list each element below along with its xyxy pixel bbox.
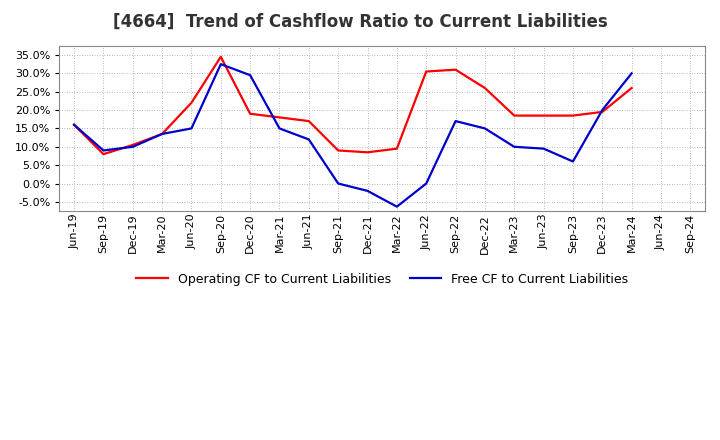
Line: Operating CF to Current Liabilities: Operating CF to Current Liabilities [74, 57, 631, 154]
Operating CF to Current Liabilities [539, 113, 548, 118]
Operating CF to Current Liabilities [305, 118, 313, 124]
Free CF to Current Liabilities [392, 204, 401, 209]
Free CF to Current Liabilities [627, 71, 636, 76]
Operating CF to Current Liabilities [246, 111, 254, 117]
Free CF to Current Liabilities [70, 122, 78, 128]
Operating CF to Current Liabilities [510, 113, 518, 118]
Free CF to Current Liabilities [334, 181, 343, 186]
Free CF to Current Liabilities [217, 62, 225, 67]
Operating CF to Current Liabilities [627, 85, 636, 91]
Free CF to Current Liabilities [99, 148, 108, 153]
Operating CF to Current Liabilities [422, 69, 431, 74]
Operating CF to Current Liabilities [334, 148, 343, 153]
Operating CF to Current Liabilities [598, 109, 607, 114]
Operating CF to Current Liabilities [187, 100, 196, 105]
Free CF to Current Liabilities [158, 131, 166, 136]
Free CF to Current Liabilities [128, 144, 137, 150]
Free CF to Current Liabilities [246, 73, 254, 78]
Operating CF to Current Liabilities [480, 85, 489, 91]
Free CF to Current Liabilities [187, 126, 196, 131]
Line: Free CF to Current Liabilities: Free CF to Current Liabilities [74, 64, 631, 207]
Operating CF to Current Liabilities [99, 151, 108, 157]
Free CF to Current Liabilities [275, 126, 284, 131]
Free CF to Current Liabilities [539, 146, 548, 151]
Free CF to Current Liabilities [305, 137, 313, 142]
Free CF to Current Liabilities [569, 159, 577, 164]
Operating CF to Current Liabilities [128, 142, 137, 147]
Free CF to Current Liabilities [480, 126, 489, 131]
Operating CF to Current Liabilities [451, 67, 460, 72]
Free CF to Current Liabilities [598, 107, 607, 113]
Free CF to Current Liabilities [422, 181, 431, 186]
Operating CF to Current Liabilities [70, 122, 78, 128]
Free CF to Current Liabilities [510, 144, 518, 150]
Operating CF to Current Liabilities [392, 146, 401, 151]
Text: [4664]  Trend of Cashflow Ratio to Current Liabilities: [4664] Trend of Cashflow Ratio to Curren… [112, 13, 608, 31]
Operating CF to Current Liabilities [217, 54, 225, 59]
Operating CF to Current Liabilities [275, 115, 284, 120]
Legend: Operating CF to Current Liabilities, Free CF to Current Liabilities: Operating CF to Current Liabilities, Fre… [132, 268, 633, 291]
Free CF to Current Liabilities [363, 188, 372, 194]
Operating CF to Current Liabilities [363, 150, 372, 155]
Operating CF to Current Liabilities [569, 113, 577, 118]
Operating CF to Current Liabilities [158, 131, 166, 136]
Free CF to Current Liabilities [451, 118, 460, 124]
